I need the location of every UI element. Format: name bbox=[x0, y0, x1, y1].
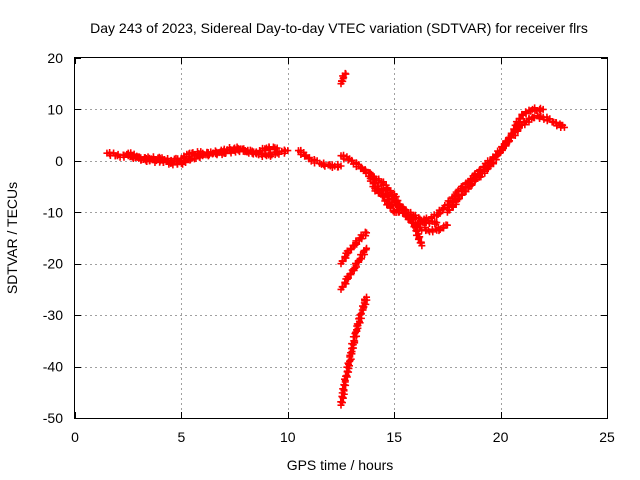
data-point bbox=[443, 221, 451, 229]
data-point bbox=[338, 283, 346, 291]
y-tick-label: 10 bbox=[47, 101, 63, 117]
x-tick-label: 15 bbox=[386, 429, 402, 445]
y-tick-label: -20 bbox=[43, 256, 63, 272]
x-tick-label: 20 bbox=[493, 429, 509, 445]
series-arc-drop-deep bbox=[337, 293, 371, 409]
series-arc-drop-upper bbox=[337, 228, 371, 268]
data-point bbox=[363, 229, 371, 237]
y-tick-label: -40 bbox=[43, 359, 63, 375]
data-point bbox=[362, 300, 370, 308]
data-point bbox=[539, 105, 547, 113]
data-point bbox=[363, 244, 371, 252]
x-tick-label: 25 bbox=[599, 429, 615, 445]
data-point bbox=[471, 177, 479, 185]
data-point bbox=[415, 234, 423, 242]
data-point bbox=[340, 74, 348, 82]
x-tick-label: 0 bbox=[71, 429, 79, 445]
data-point bbox=[337, 162, 345, 170]
data-point bbox=[508, 130, 516, 138]
data-point bbox=[357, 309, 365, 317]
x-tick-label: 5 bbox=[178, 429, 186, 445]
series-arc-main-morning-upper bbox=[124, 143, 281, 166]
chart-title: Day 243 of 2023, Sidereal Day-to-day VTE… bbox=[90, 20, 588, 36]
data-point bbox=[356, 319, 364, 327]
series-arc-recovery bbox=[411, 112, 568, 229]
data-point bbox=[560, 123, 568, 131]
data-point bbox=[428, 214, 436, 222]
data-point bbox=[363, 293, 371, 301]
x-tick-label: 10 bbox=[280, 429, 296, 445]
data-point bbox=[510, 125, 518, 133]
data-point bbox=[344, 274, 352, 282]
data-point bbox=[305, 154, 313, 162]
data-point bbox=[337, 398, 345, 406]
data-point bbox=[347, 349, 355, 357]
y-tick-label: 0 bbox=[55, 153, 63, 169]
y-tick-label: -10 bbox=[43, 204, 63, 220]
data-point bbox=[418, 242, 426, 250]
data-point bbox=[433, 219, 441, 227]
x-axis-title: GPS time / hours bbox=[287, 457, 394, 473]
data-points-layer bbox=[103, 69, 568, 409]
series-arc-drop-middle bbox=[337, 244, 371, 293]
y-tick-label: -30 bbox=[43, 307, 63, 323]
data-point bbox=[284, 147, 292, 155]
data-point bbox=[346, 270, 354, 278]
data-point bbox=[301, 152, 309, 160]
data-point bbox=[552, 118, 560, 126]
data-point bbox=[273, 144, 281, 152]
data-point bbox=[414, 221, 422, 229]
data-point bbox=[342, 372, 350, 380]
data-point bbox=[445, 206, 453, 214]
data-point bbox=[167, 156, 175, 164]
plot-frame bbox=[74, 57, 608, 419]
series-arc-afternoon-descent-b bbox=[365, 172, 451, 236]
data-point bbox=[348, 156, 356, 164]
data-point bbox=[361, 166, 369, 174]
y-tick-label: -50 bbox=[43, 410, 63, 426]
data-point bbox=[357, 255, 365, 263]
series-arc-midday bbox=[294, 146, 345, 172]
data-point bbox=[379, 193, 387, 201]
data-point bbox=[515, 115, 523, 123]
data-point bbox=[448, 202, 456, 210]
data-point bbox=[320, 159, 328, 167]
data-point bbox=[458, 191, 466, 199]
data-point bbox=[347, 245, 355, 253]
data-point bbox=[341, 69, 349, 77]
y-axis-title: SDTVAR / TECUs bbox=[4, 182, 20, 294]
data-point bbox=[374, 189, 382, 197]
y-tick-label: 20 bbox=[47, 50, 63, 66]
data-point bbox=[386, 203, 394, 211]
data-point bbox=[439, 205, 447, 213]
axis-layer: 0 5 10 15 20 25 -50 -40 -30 -20 -10 0 10 20 bbox=[43, 50, 615, 445]
series-arc-spike-high bbox=[337, 69, 350, 88]
series-arc-recovery-upper bbox=[443, 104, 547, 216]
data-point bbox=[356, 311, 364, 319]
data-point bbox=[338, 257, 346, 265]
